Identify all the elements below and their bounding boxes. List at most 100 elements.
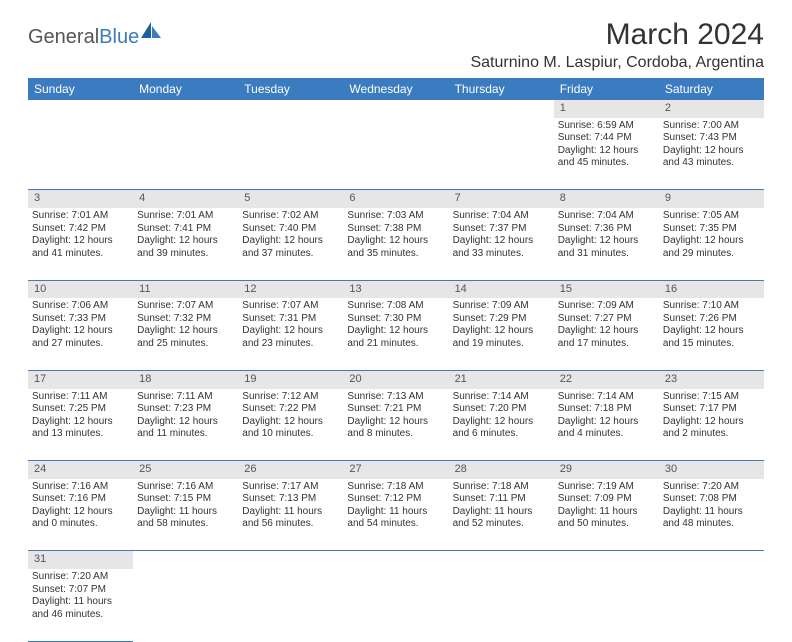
day-cell: Sunrise: 7:20 AMSunset: 7:08 PMDaylight:… bbox=[659, 479, 764, 551]
day-cell: Sunrise: 7:09 AMSunset: 7:27 PMDaylight:… bbox=[554, 298, 659, 370]
day1-text: Daylight: 12 hours bbox=[558, 235, 655, 248]
day2-text: and 11 minutes. bbox=[137, 428, 234, 441]
day1-text: Daylight: 12 hours bbox=[663, 416, 760, 429]
day2-text: and 6 minutes. bbox=[453, 428, 550, 441]
day-number: 7 bbox=[449, 190, 554, 208]
day-number: 9 bbox=[659, 190, 764, 208]
sunrise-text: Sunrise: 7:10 AM bbox=[663, 300, 760, 313]
sunset-text: Sunset: 7:17 PM bbox=[663, 403, 760, 416]
day1-text: Daylight: 12 hours bbox=[32, 235, 129, 248]
day1-text: Daylight: 12 hours bbox=[32, 416, 129, 429]
day-number: 30 bbox=[659, 461, 764, 479]
day-cell bbox=[238, 118, 343, 190]
day1-text: Daylight: 12 hours bbox=[663, 145, 760, 158]
day1-text: Daylight: 11 hours bbox=[242, 506, 339, 519]
sunrise-text: Sunrise: 7:11 AM bbox=[137, 391, 234, 404]
daynum-row: 3456789 bbox=[28, 190, 764, 208]
day2-text: and 48 minutes. bbox=[663, 518, 760, 531]
day-cell bbox=[554, 569, 659, 641]
day-cell: Sunrise: 7:07 AMSunset: 7:31 PMDaylight:… bbox=[238, 298, 343, 370]
day2-text: and 41 minutes. bbox=[32, 248, 129, 261]
day2-text: and 0 minutes. bbox=[32, 518, 129, 531]
day1-text: Daylight: 12 hours bbox=[663, 235, 760, 248]
sunset-text: Sunset: 7:08 PM bbox=[663, 493, 760, 506]
day2-text: and 23 minutes. bbox=[242, 338, 339, 351]
day2-text: and 17 minutes. bbox=[558, 338, 655, 351]
day2-text: and 35 minutes. bbox=[347, 248, 444, 261]
day1-text: Daylight: 11 hours bbox=[137, 506, 234, 519]
sunrise-text: Sunrise: 7:20 AM bbox=[32, 571, 129, 584]
day1-text: Daylight: 12 hours bbox=[663, 325, 760, 338]
day-header: Saturday bbox=[659, 78, 764, 100]
day-number: 4 bbox=[133, 190, 238, 208]
sunrise-text: Sunrise: 7:09 AM bbox=[453, 300, 550, 313]
day-number bbox=[554, 551, 659, 569]
sunset-text: Sunset: 7:15 PM bbox=[137, 493, 234, 506]
day-number: 20 bbox=[343, 370, 448, 388]
day-number: 24 bbox=[28, 461, 133, 479]
day-number bbox=[28, 100, 133, 118]
day-cell: Sunrise: 7:04 AMSunset: 7:37 PMDaylight:… bbox=[449, 208, 554, 280]
sunrise-text: Sunrise: 7:06 AM bbox=[32, 300, 129, 313]
day-number: 17 bbox=[28, 370, 133, 388]
day-number: 31 bbox=[28, 551, 133, 569]
day-number: 29 bbox=[554, 461, 659, 479]
day-number: 12 bbox=[238, 280, 343, 298]
sunrise-text: Sunrise: 7:13 AM bbox=[347, 391, 444, 404]
day-cell: Sunrise: 7:19 AMSunset: 7:09 PMDaylight:… bbox=[554, 479, 659, 551]
day-cell: Sunrise: 7:14 AMSunset: 7:20 PMDaylight:… bbox=[449, 389, 554, 461]
sunset-text: Sunset: 7:29 PM bbox=[453, 313, 550, 326]
day-number: 10 bbox=[28, 280, 133, 298]
day-number: 23 bbox=[659, 370, 764, 388]
day-number: 21 bbox=[449, 370, 554, 388]
day2-text: and 31 minutes. bbox=[558, 248, 655, 261]
sunrise-text: Sunrise: 7:20 AM bbox=[663, 481, 760, 494]
sunset-text: Sunset: 7:13 PM bbox=[242, 493, 339, 506]
sunset-text: Sunset: 7:11 PM bbox=[453, 493, 550, 506]
day-content-row: Sunrise: 7:11 AMSunset: 7:25 PMDaylight:… bbox=[28, 389, 764, 461]
day2-text: and 27 minutes. bbox=[32, 338, 129, 351]
daynum-row: 31 bbox=[28, 551, 764, 569]
sunrise-text: Sunrise: 7:08 AM bbox=[347, 300, 444, 313]
day-cell: Sunrise: 7:16 AMSunset: 7:16 PMDaylight:… bbox=[28, 479, 133, 551]
day-header-row: Sunday Monday Tuesday Wednesday Thursday… bbox=[28, 78, 764, 100]
sunrise-text: Sunrise: 7:14 AM bbox=[558, 391, 655, 404]
day-cell: Sunrise: 7:08 AMSunset: 7:30 PMDaylight:… bbox=[343, 298, 448, 370]
day1-text: Daylight: 12 hours bbox=[242, 325, 339, 338]
day-cell: Sunrise: 6:59 AMSunset: 7:44 PMDaylight:… bbox=[554, 118, 659, 190]
sunrise-text: Sunrise: 7:16 AM bbox=[137, 481, 234, 494]
day1-text: Daylight: 12 hours bbox=[242, 416, 339, 429]
day2-text: and 2 minutes. bbox=[663, 428, 760, 441]
day2-text: and 15 minutes. bbox=[663, 338, 760, 351]
sunset-text: Sunset: 7:12 PM bbox=[347, 493, 444, 506]
sunrise-text: Sunrise: 7:01 AM bbox=[32, 210, 129, 223]
day-cell bbox=[133, 118, 238, 190]
day-header: Sunday bbox=[28, 78, 133, 100]
day-cell: Sunrise: 7:18 AMSunset: 7:11 PMDaylight:… bbox=[449, 479, 554, 551]
day-number: 6 bbox=[343, 190, 448, 208]
sunrise-text: Sunrise: 7:04 AM bbox=[558, 210, 655, 223]
day1-text: Daylight: 12 hours bbox=[137, 325, 234, 338]
sunrise-text: Sunrise: 7:07 AM bbox=[242, 300, 339, 313]
day-number: 3 bbox=[28, 190, 133, 208]
day-cell: Sunrise: 7:00 AMSunset: 7:43 PMDaylight:… bbox=[659, 118, 764, 190]
day-cell bbox=[343, 118, 448, 190]
sunset-text: Sunset: 7:21 PM bbox=[347, 403, 444, 416]
sunset-text: Sunset: 7:16 PM bbox=[32, 493, 129, 506]
day-cell: Sunrise: 7:14 AMSunset: 7:18 PMDaylight:… bbox=[554, 389, 659, 461]
day-cell: Sunrise: 7:07 AMSunset: 7:32 PMDaylight:… bbox=[133, 298, 238, 370]
day-cell: Sunrise: 7:03 AMSunset: 7:38 PMDaylight:… bbox=[343, 208, 448, 280]
day-number: 22 bbox=[554, 370, 659, 388]
day-number bbox=[238, 551, 343, 569]
day-number: 2 bbox=[659, 100, 764, 118]
day2-text: and 37 minutes. bbox=[242, 248, 339, 261]
day-cell bbox=[449, 118, 554, 190]
day-cell: Sunrise: 7:17 AMSunset: 7:13 PMDaylight:… bbox=[238, 479, 343, 551]
sunset-text: Sunset: 7:32 PM bbox=[137, 313, 234, 326]
day2-text: and 43 minutes. bbox=[663, 157, 760, 170]
day2-text: and 19 minutes. bbox=[453, 338, 550, 351]
sunrise-text: Sunrise: 7:03 AM bbox=[347, 210, 444, 223]
day2-text: and 45 minutes. bbox=[558, 157, 655, 170]
day-content-row: Sunrise: 7:06 AMSunset: 7:33 PMDaylight:… bbox=[28, 298, 764, 370]
day-header: Wednesday bbox=[343, 78, 448, 100]
